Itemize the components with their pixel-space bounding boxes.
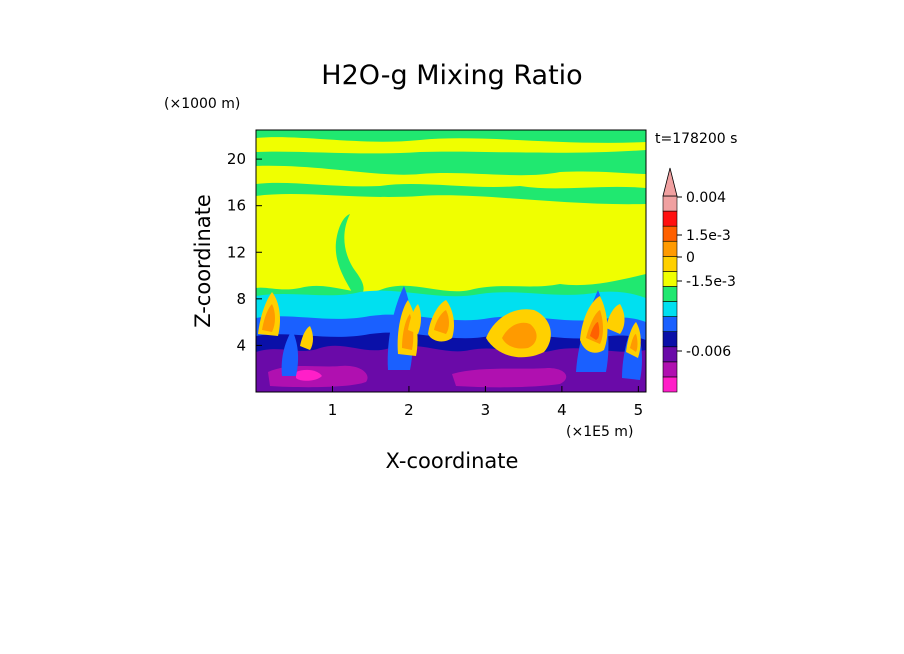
colorbar-swatch	[662, 376, 678, 393]
colorbar-swatch	[662, 286, 678, 302]
x-axis-title: X-coordinate	[386, 449, 519, 473]
colorbar-swatch	[662, 361, 678, 378]
x-tick-label: 4	[557, 401, 567, 419]
colorbar-swatch	[662, 316, 678, 332]
colorbar-swatch	[662, 346, 678, 363]
y-axis: 4 8 12 16 20	[227, 150, 262, 354]
time-label: t=178200 s	[655, 131, 737, 147]
colorbar-swatch	[662, 301, 678, 317]
y-axis-title: Z-coordinate	[191, 194, 215, 328]
colorbar-swatch	[662, 240, 678, 257]
x-axis: 1 2 3 4 5	[328, 386, 643, 419]
x-tick-label: 2	[404, 401, 414, 419]
contour-field	[256, 130, 646, 392]
x-tick-label: 3	[481, 401, 491, 419]
x-unit-label: (×1E5 m)	[566, 424, 633, 440]
colorbar-swatch	[662, 271, 678, 287]
colorbar-tick-label: -1.5e-3	[686, 274, 736, 290]
y-tick-label: 4	[236, 336, 246, 354]
colorbar-swatch	[662, 225, 678, 242]
y-unit-label: (×1000 m)	[164, 96, 240, 112]
colorbar-tick-label: 0.004	[686, 190, 726, 206]
colorbar: 0.004 1.5e-3 0 -1.5e-3 -0.006	[662, 167, 736, 393]
x-tick-label: 1	[328, 401, 338, 419]
y-tick-label: 16	[227, 197, 246, 215]
y-tick-label: 20	[227, 150, 246, 168]
y-tick-label: 12	[227, 243, 246, 261]
colorbar-swatch	[662, 256, 678, 272]
colorbar-tick-label: -0.006	[686, 344, 731, 360]
colorbar-tick-label: 0	[686, 250, 695, 266]
colorbar-swatch	[662, 210, 678, 227]
chart-title: H2O-g Mixing Ratio	[321, 60, 582, 91]
y-tick-label: 8	[236, 290, 246, 308]
colorbar-extend-arrow	[662, 167, 678, 197]
plot-frame	[255, 129, 647, 393]
colorbar-swatch	[662, 331, 678, 348]
x-tick-label: 5	[634, 401, 644, 419]
colorbar-tick-label: 1.5e-3	[686, 228, 731, 244]
colorbar-swatch	[662, 195, 678, 212]
